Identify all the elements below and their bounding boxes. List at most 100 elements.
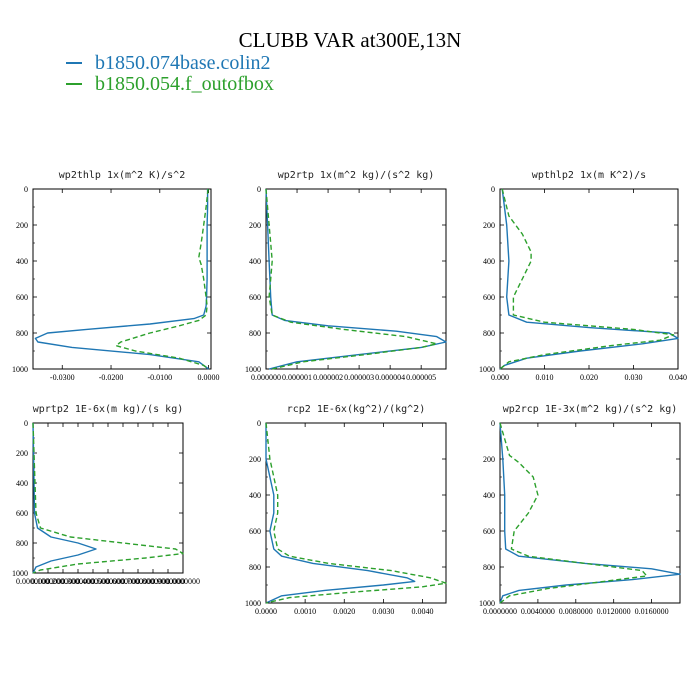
- x-tick-label: 0.9000000: [151, 577, 185, 586]
- legend-swatch-1: [66, 62, 82, 65]
- y-tick-label: 600: [16, 293, 28, 302]
- x-tick-label: -0.0200: [99, 373, 124, 382]
- x-tick-label: 0.000: [491, 373, 509, 382]
- panel-1-series-1: [34, 189, 210, 370]
- x-tick-label: 0.000002: [313, 373, 343, 382]
- panel-2: wp2rtp 1x(m^2 kg)/(s^2 kg) 0 200 400 600 800 1…: [245, 170, 447, 382]
- legend-label-2: b1850.054.f_outofbox: [95, 72, 274, 95]
- legend-label-1: b1850.074base.colin2: [95, 51, 271, 74]
- y-tick-label: 0: [24, 185, 28, 194]
- x-tick-label: 0.000004: [375, 373, 405, 382]
- x-tick-label: 0.000000: [251, 373, 281, 382]
- panel-4-title: wprtp2 1E-6x(m kg)/(s kg): [33, 404, 184, 415]
- y-tick-label: 0: [491, 419, 495, 428]
- y-tick-label: 1000: [479, 599, 495, 608]
- panel-5-series-1: [265, 423, 416, 604]
- y-tick-label: 600: [16, 509, 28, 518]
- y-tick-label: 1000: [245, 365, 261, 374]
- x-tick-label: 0.3000000: [61, 577, 95, 586]
- x-tick-label: 0.0010: [294, 607, 316, 616]
- panel-2-frame: [265, 188, 447, 370]
- y-tick-label: 0: [491, 185, 495, 194]
- y-tick-label: 400: [483, 491, 495, 500]
- panel-6: wp2rcp 1E-3x(m^2 kg)/(s^2 kg) 0 200 400 600 8…: [479, 404, 681, 616]
- y-tick-label: 400: [16, 479, 28, 488]
- legend-swatch-2: [66, 83, 82, 86]
- panel-4-series-1: [32, 422, 97, 574]
- y-tick-label: 800: [16, 329, 28, 338]
- x-tick-label: 1.0000000: [166, 577, 200, 586]
- y-tick-label: 1000: [12, 365, 28, 374]
- x-tick-label: 0.6000000: [106, 577, 140, 586]
- panel-1-series-2: [115, 188, 210, 370]
- x-tick-label: 0.000005: [406, 373, 436, 382]
- panel-1: wp2thlp 1x(m^2 K)/s^2 0 200 400 600 800 1000 -0…: [12, 170, 220, 382]
- y-tick-label: 600: [483, 527, 495, 536]
- x-tick-label: 0.7000000: [121, 577, 155, 586]
- legend-item-1: b1850.074base.colin2: [66, 52, 274, 73]
- y-tick-label: 0: [24, 419, 28, 428]
- y-tick-label: 400: [249, 257, 261, 266]
- x-tick-label: 0.000001: [282, 373, 312, 382]
- panel-5: rcp2 1E-6x(kg^2)/(kg^2) 0 200 400 600 800 1000…: [245, 404, 447, 616]
- x-tick-label: -0.0300: [50, 373, 75, 382]
- y-tick-label: 400: [16, 257, 28, 266]
- y-tick-label: 400: [483, 257, 495, 266]
- y-tick-label: 200: [249, 221, 261, 230]
- x-tick-label: 0.0000000: [16, 577, 50, 586]
- y-tick-label: 200: [249, 455, 261, 464]
- x-tick-label: 0.0000: [255, 607, 277, 616]
- panel-4-series-2: [32, 422, 184, 574]
- y-tick-label: 200: [16, 449, 28, 458]
- y-tick-label: 0: [257, 419, 261, 428]
- x-tick-label: 0.0020: [333, 607, 355, 616]
- y-tick-label: 800: [249, 329, 261, 338]
- figure-title: CLUBB VAR at300E,13N: [238, 28, 462, 52]
- x-tick-label: 0.0160000: [635, 607, 669, 616]
- y-tick-label: 800: [483, 329, 495, 338]
- panel-6-frame: [499, 422, 681, 604]
- y-tick-label: 0: [257, 185, 261, 194]
- panel-5-series-2: [265, 422, 447, 604]
- panel-5-title: rcp2 1E-6x(kg^2)/(kg^2): [287, 404, 425, 415]
- x-tick-label: 0.5000000: [91, 577, 125, 586]
- x-tick-label: 0.0000000: [483, 607, 517, 616]
- x-tick-label: 0.0030: [372, 607, 394, 616]
- x-tick-label: 0.020: [580, 373, 598, 382]
- y-tick-label: 200: [16, 221, 28, 230]
- panel-4-frame: [32, 422, 184, 574]
- panel-2-series-2: [265, 188, 438, 370]
- y-tick-label: 1000: [12, 569, 28, 578]
- y-tick-label: 800: [16, 539, 28, 548]
- y-tick-label: 800: [249, 563, 261, 572]
- panel-4: wprtp2 1E-6x(m kg)/(s kg) 0 200 400 600 800 10…: [12, 404, 200, 586]
- y-tick-label: 800: [483, 563, 495, 572]
- x-tick-label: 0.4000000: [76, 577, 110, 586]
- legend-item-2: b1850.054.f_outofbox: [66, 73, 274, 94]
- panel-3-series-1: [499, 188, 679, 370]
- x-tick-label: 0.0040: [412, 607, 434, 616]
- x-tick-label: 0.0080000: [559, 607, 593, 616]
- x-tick-label: 0.010: [536, 373, 554, 382]
- panel-2-series-1: [265, 188, 447, 370]
- x-tick-label: 0.0000: [198, 373, 220, 382]
- x-tick-label: 0.030: [625, 373, 643, 382]
- panel-3-title: wpthlp2 1x(m K^2)/s: [532, 170, 646, 181]
- x-tick-label: 0.8000000: [136, 577, 170, 586]
- panel-3: wpthlp2 1x(m K^2)/s 0 200 400 600 800 10000.00…: [479, 170, 687, 382]
- panel-1-title: wp2thlp 1x(m^2 K)/s^2: [59, 170, 185, 181]
- legend: b1850.074base.colin2 b1850.054.f_outofbo…: [66, 52, 274, 94]
- y-tick-label: 600: [249, 527, 261, 536]
- y-tick-label: 1000: [479, 365, 495, 374]
- y-tick-label: 1000: [245, 599, 261, 608]
- x-tick-label: -0.0100: [147, 373, 172, 382]
- y-tick-label: 200: [483, 221, 495, 230]
- x-tick-label: 0.2000000: [46, 577, 80, 586]
- panel-6-series-1: [499, 422, 681, 604]
- x-tick-label: 0.040: [669, 373, 687, 382]
- x-tick-label: 0.0040000: [521, 607, 555, 616]
- y-tick-label: 600: [483, 293, 495, 302]
- x-tick-label: 0.1000000: [31, 577, 65, 586]
- panel-6-title: wp2rcp 1E-3x(m^2 kg)/(s^2 kg): [503, 404, 678, 415]
